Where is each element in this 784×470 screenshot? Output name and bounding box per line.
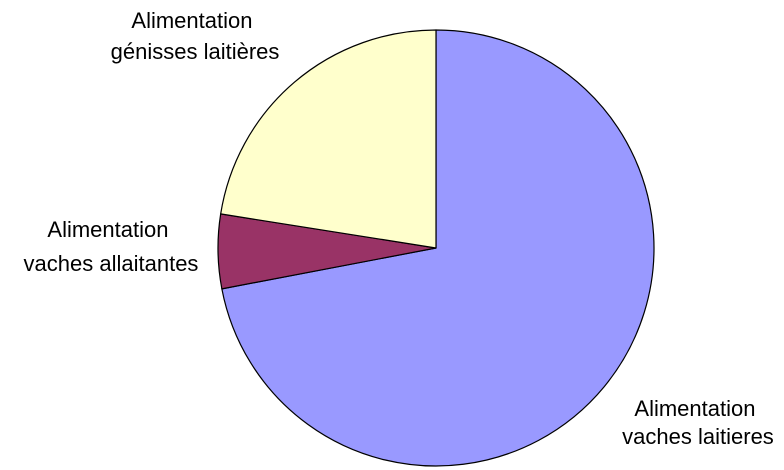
pie-slice-2 [220, 29, 437, 249]
label-vaches-laitieres: Alimentation vaches laitieres [622, 396, 774, 449]
label-genisses-laitieres-line-2: génisses laitières [111, 39, 280, 64]
label-vaches-allaitantes-line-2: vaches allaitantes [24, 251, 199, 276]
label-vaches-laitieres-line-2: vaches laitieres [622, 424, 774, 449]
label-vaches-allaitantes-line-1: Alimentation [47, 217, 168, 242]
slice-labels: Alimentation vaches laitieres Alimentati… [24, 8, 774, 449]
pie-slices [217, 29, 655, 467]
label-vaches-allaitantes: Alimentation vaches allaitantes [24, 217, 199, 276]
label-vaches-laitieres-line-1: Alimentation [634, 396, 755, 421]
pie-slice-0 [221, 29, 655, 467]
label-genisses-laitieres-line-1: Alimentation [131, 8, 252, 33]
label-genisses-laitieres: Alimentation génisses laitières [111, 8, 280, 64]
